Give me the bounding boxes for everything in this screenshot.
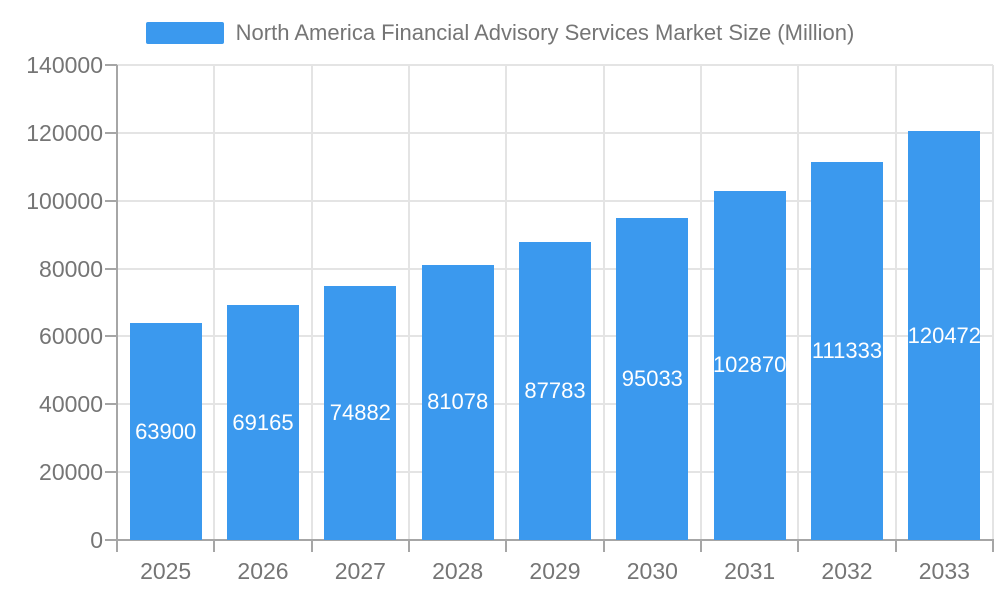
x-axis-tick-label: 2028: [432, 558, 484, 584]
x-axis-tick: [213, 540, 216, 552]
y-axis-tick: [105, 539, 117, 541]
bar-2029: 87783: [519, 242, 591, 540]
y-axis-tick: [105, 131, 117, 134]
x-axis-tick: [408, 540, 410, 552]
x-axis-tick-label: 2027: [334, 558, 386, 584]
bar-value-label: 81078: [427, 389, 489, 415]
y-axis-tick: [105, 199, 117, 202]
bar-value-label: 102870: [712, 352, 787, 378]
y-axis-line: [116, 65, 118, 540]
x-axis-tick-label: 2031: [724, 558, 776, 584]
x-axis-tick: [894, 540, 897, 552]
y-axis-tick-label: 140000: [26, 52, 103, 78]
y-axis-tick-label: 0: [90, 527, 103, 553]
x-gridline: [894, 65, 897, 540]
y-axis-tick: [105, 64, 117, 66]
y-axis-tick-label: 80000: [39, 255, 103, 282]
x-gridline: [797, 65, 800, 540]
x-axis-tick-label: 2025: [140, 558, 192, 584]
bar-value-label: 111333: [811, 338, 883, 364]
legend-swatch: [145, 22, 224, 44]
y-axis-tick-label: 100000: [26, 187, 103, 214]
y-axis-tick: [105, 403, 117, 406]
x-axis-tick-label: 2030: [626, 558, 678, 584]
bar-2025: 63900: [129, 323, 202, 540]
bar-value-label: 74882: [329, 399, 391, 425]
y-axis-tick-label: 40000: [39, 391, 103, 418]
y-axis-tick-label: 120000: [26, 119, 103, 146]
y-gridline: [117, 131, 993, 134]
x-axis-tick: [797, 540, 800, 552]
bar-value-label: 87783: [524, 378, 586, 404]
x-gridline: [700, 65, 702, 540]
y-axis-tick-label: 20000: [39, 459, 103, 486]
x-axis-tick: [505, 540, 508, 552]
x-axis-tick: [116, 540, 118, 552]
x-gridline: [992, 65, 994, 540]
x-axis-tick: [310, 540, 313, 552]
x-gridline: [408, 65, 410, 540]
bar-2033: 120472: [907, 131, 982, 540]
bar-2032: 111333: [811, 162, 883, 540]
bar-value-label: 63900: [135, 418, 197, 444]
bar-2031: 102870: [712, 190, 787, 540]
x-axis-tick-label: 2026: [237, 558, 289, 584]
x-axis-tick-label: 2032: [821, 558, 873, 584]
bar-value-label: 95033: [621, 365, 683, 391]
y-axis-tick-label: 60000: [39, 323, 103, 350]
x-gridline: [213, 65, 216, 540]
y-axis-tick: [105, 471, 117, 474]
bar-value-label: 69165: [232, 409, 294, 435]
legend-label: North America Financial Advisory Service…: [235, 20, 855, 45]
x-axis-tick-label: 2033: [918, 558, 970, 584]
y-axis-tick: [105, 267, 117, 270]
y-axis-tick: [105, 335, 117, 338]
x-axis-line: [116, 539, 994, 541]
bar-value-label: 120472: [907, 322, 982, 348]
y-gridline: [117, 64, 993, 66]
x-axis-tick-label: 2029: [529, 558, 581, 584]
x-axis-tick: [992, 540, 994, 552]
x-axis-tick: [602, 540, 605, 552]
x-gridline: [505, 65, 508, 540]
x-gridline: [602, 65, 605, 540]
x-axis-tick: [700, 540, 702, 552]
bar-2026: 69165: [227, 305, 299, 540]
bar-2027: 74882: [324, 285, 397, 540]
bar-2030: 95033: [616, 217, 689, 540]
bar-2028: 81078: [421, 264, 494, 540]
y-gridline: [117, 199, 993, 202]
legend-item[interactable]: North America Financial Advisory Service…: [0, 20, 1000, 46]
x-gridline: [310, 65, 313, 540]
